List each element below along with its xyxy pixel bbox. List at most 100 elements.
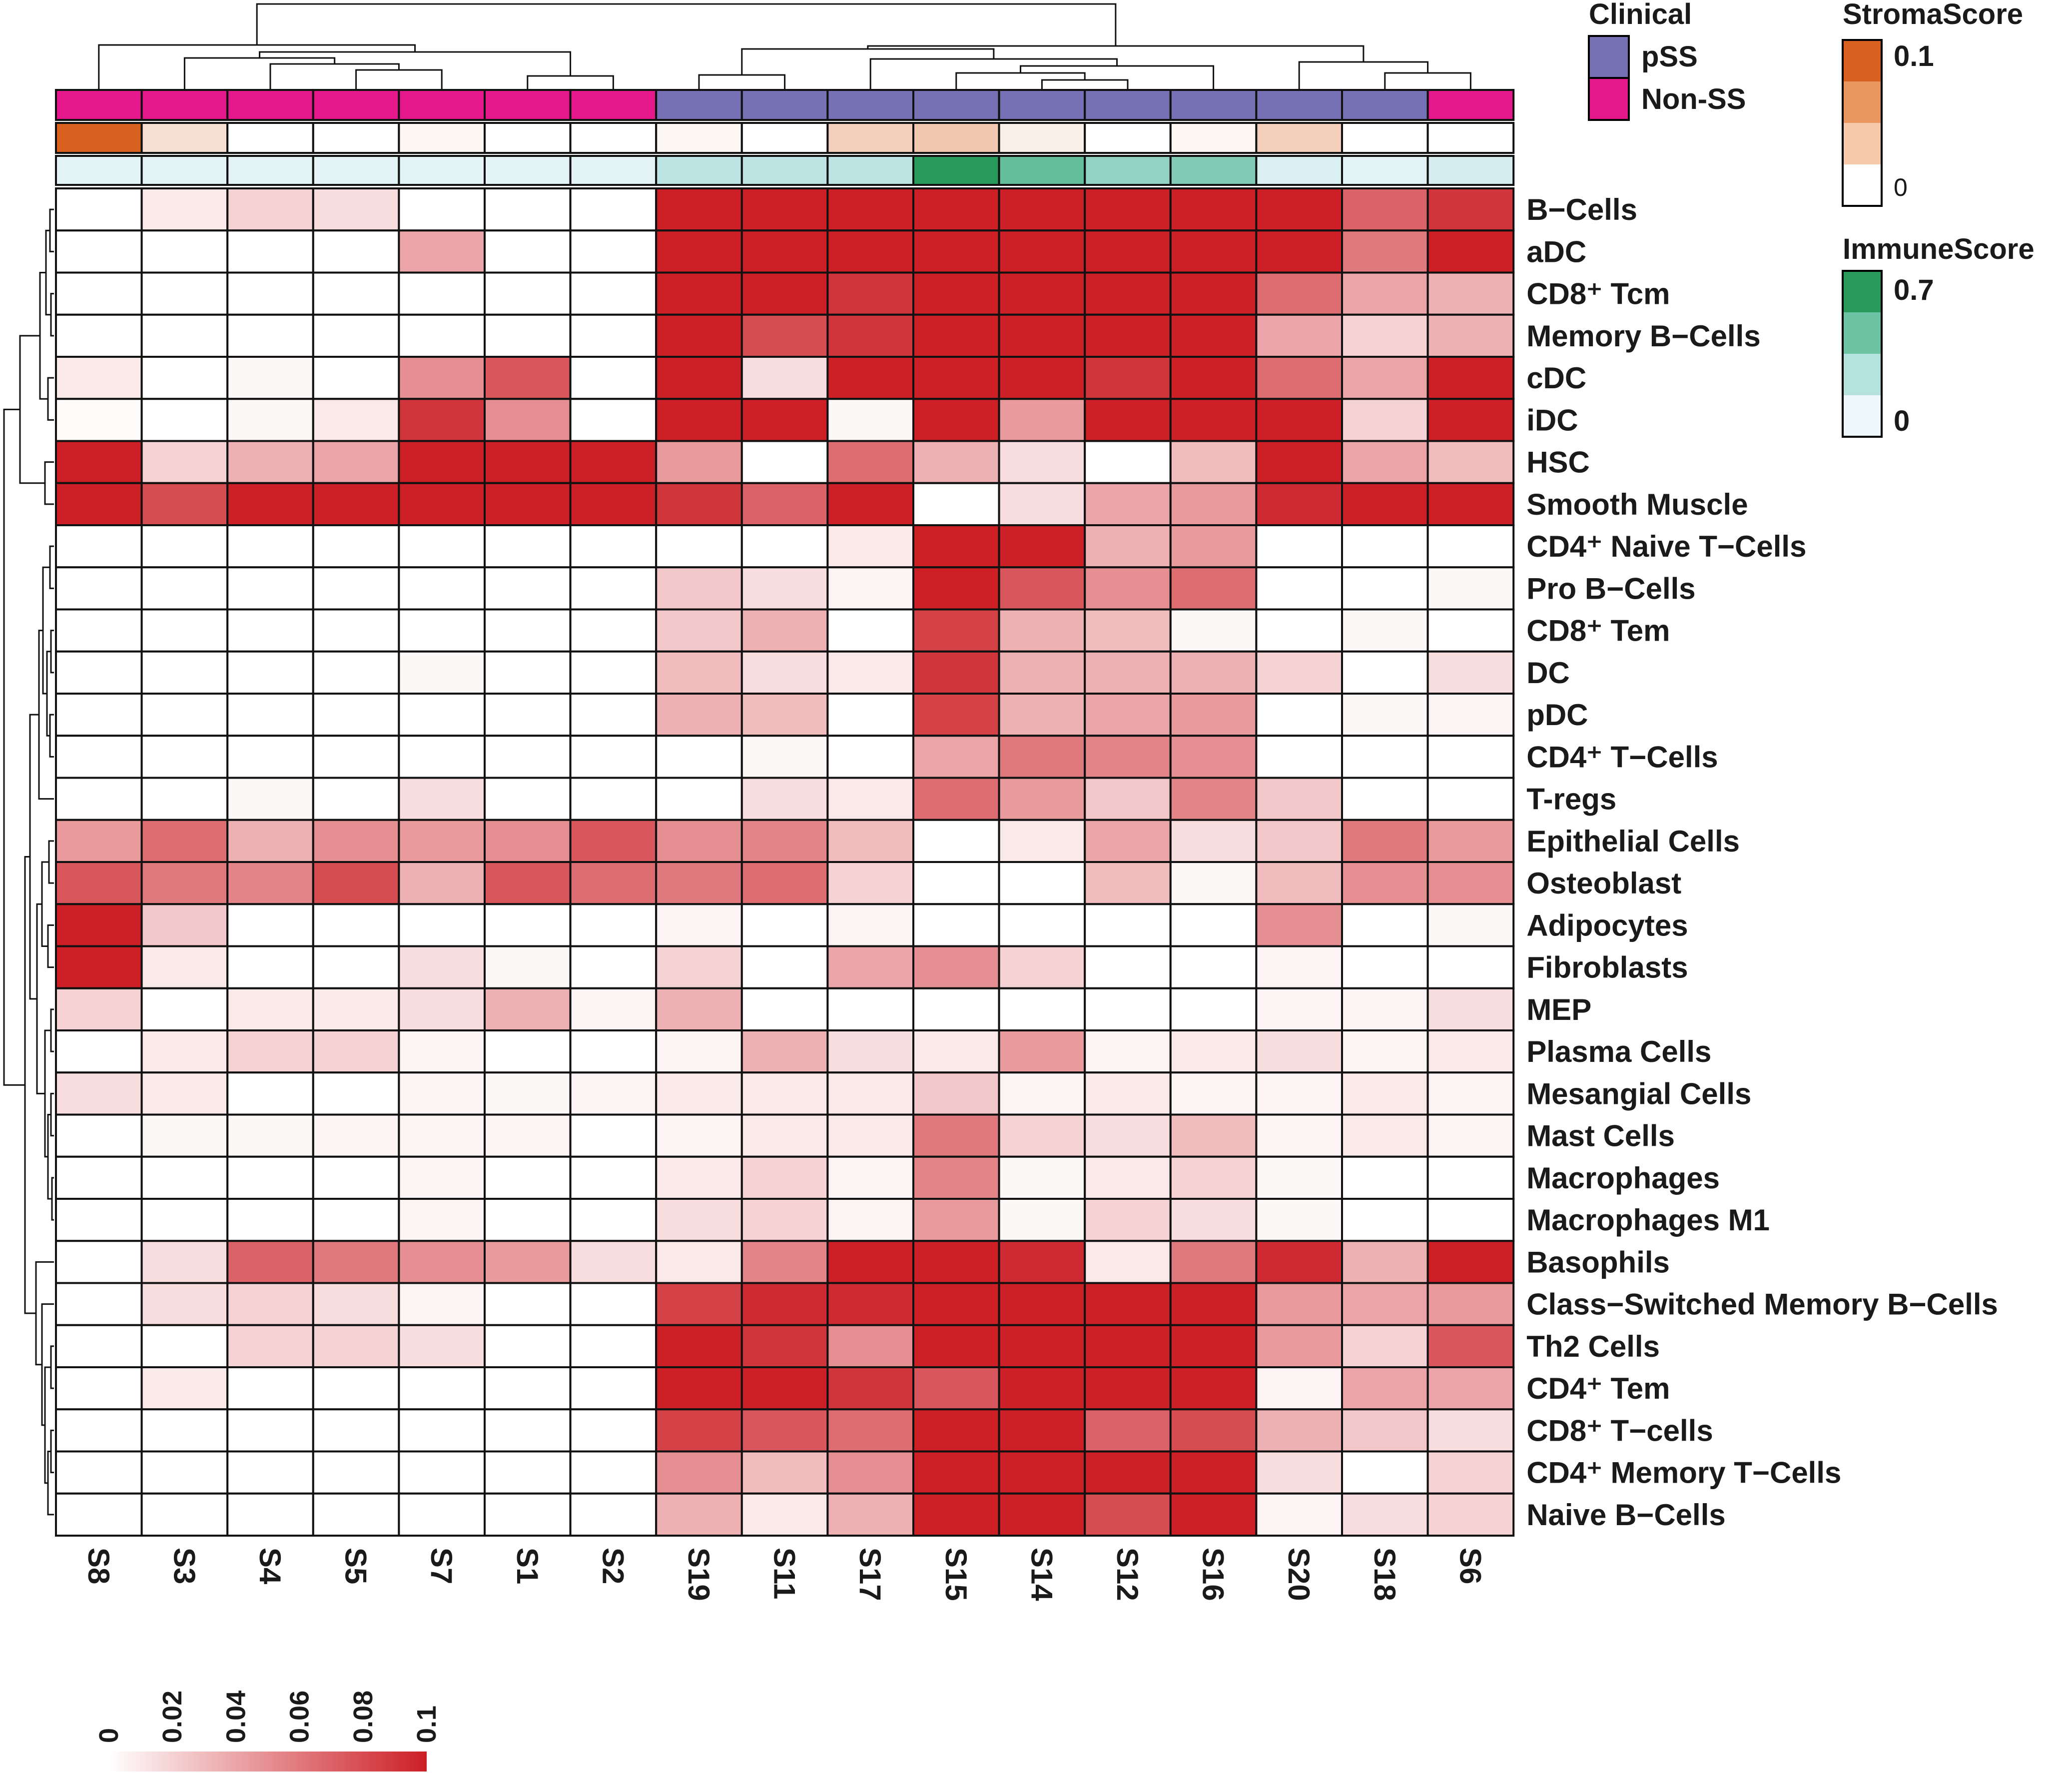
immune-cell (226, 155, 314, 186)
heat-cell (55, 1324, 143, 1368)
heat-cell (1255, 1071, 1343, 1116)
heat-cell (312, 735, 400, 779)
heat-cell (140, 187, 229, 232)
heat-cell (826, 1366, 915, 1411)
heat-cell (1426, 1282, 1515, 1326)
row-dendrogram-branch (41, 1303, 54, 1426)
heat-cell (312, 861, 400, 905)
heat-cell (55, 650, 143, 695)
heat-cell (569, 356, 658, 400)
heat-cell (740, 1492, 829, 1537)
heat-cell (1341, 819, 1429, 863)
heat-cell (55, 566, 143, 611)
immune-cell (312, 155, 400, 186)
heat-cell (398, 735, 486, 779)
heat-cell (55, 440, 143, 484)
heat-cell (826, 1198, 915, 1242)
row-label: Macrophages M1 (1526, 1203, 1770, 1237)
heat-cell (740, 1450, 829, 1495)
heat-cell (55, 1198, 143, 1242)
heat-cell (398, 1240, 486, 1284)
clinical-cell (655, 89, 743, 121)
heat-cell (1255, 524, 1343, 569)
heat-cell (55, 1071, 143, 1116)
heat-cell (1426, 1071, 1515, 1116)
heat-cell (484, 398, 572, 442)
heat-cell (569, 1113, 658, 1158)
heat-cell (1169, 356, 1258, 400)
heat-cell (312, 398, 400, 442)
immune-cell (1084, 155, 1172, 186)
heat-cell (1084, 1324, 1172, 1368)
heat-cell (826, 987, 915, 1031)
heat-cell (912, 1113, 1000, 1158)
heat-cell (569, 650, 658, 695)
heat-cell (569, 187, 658, 232)
heat-cell (398, 987, 486, 1031)
heat-cell (1169, 735, 1258, 779)
row-dendrogram-branch (50, 1008, 54, 1052)
row-label: CD4⁺ Naive T−Cells (1526, 530, 1806, 563)
heat-cell (1341, 608, 1429, 653)
heat-cell (1341, 861, 1429, 905)
heat-cell (826, 608, 915, 653)
clinical-cell (1084, 89, 1172, 121)
heat-cell (740, 777, 829, 821)
heat-cell (1084, 777, 1172, 821)
heat-cell (484, 777, 572, 821)
heat-cell (826, 313, 915, 358)
heat-cell (655, 313, 743, 358)
heat-cell (1426, 1450, 1515, 1495)
heat-cell (226, 903, 314, 947)
heat-cell (655, 524, 743, 569)
heat-cell (655, 1408, 743, 1453)
heat-cell (569, 1282, 658, 1326)
heat-cell (912, 1071, 1000, 1116)
heat-cell (740, 693, 829, 737)
heat-cell (1084, 1366, 1172, 1411)
row-label: aDC (1526, 235, 1586, 268)
immune-cell (826, 155, 915, 186)
heat-cell (312, 608, 400, 653)
heat-cell (1169, 903, 1258, 947)
row-label: MEP (1526, 993, 1591, 1026)
heat-cell (912, 903, 1000, 947)
heat-cell (1169, 1198, 1258, 1242)
heat-cell (655, 650, 743, 695)
heat-cell (398, 903, 486, 947)
heat-cell (912, 398, 1000, 442)
heat-cell (826, 1155, 915, 1200)
heat-cell (1426, 861, 1515, 905)
immune-cell (1426, 155, 1515, 186)
row-dendrogram-branch (50, 293, 54, 337)
heat-cell (226, 735, 314, 779)
heat-cell (55, 271, 143, 316)
heat-cell (1084, 693, 1172, 737)
heat-cell (1169, 313, 1258, 358)
heat-cell (484, 819, 572, 863)
heat-cell (826, 398, 915, 442)
value-colorbar: 0 0.02 0.04 0.06 0.08 0.1 (94, 1691, 442, 1772)
heat-cell (1255, 1366, 1343, 1411)
heat-cell (826, 187, 915, 232)
heat-cell (569, 1071, 658, 1116)
heat-cell (398, 356, 486, 400)
heat-cell (1255, 1408, 1343, 1453)
heat-cell (1169, 271, 1258, 316)
heat-cell (226, 313, 314, 358)
heat-cell (655, 1071, 743, 1116)
heat-cell (1084, 524, 1172, 569)
heat-cell (1426, 903, 1515, 947)
heat-cell (912, 1029, 1000, 1074)
heat-cell (912, 1240, 1000, 1284)
row-label: Naive B−Cells (1526, 1498, 1726, 1532)
heat-cell (312, 187, 400, 232)
heat-cell (140, 356, 229, 400)
stroma-legend-swatch (1843, 40, 1882, 81)
heat-cell (740, 482, 829, 526)
heat-cell (912, 187, 1000, 232)
heat-cell (998, 566, 1086, 611)
heat-cell (55, 356, 143, 400)
heat-cell (55, 1492, 143, 1537)
nonss-legend-label: Non-SS (1641, 83, 1746, 115)
